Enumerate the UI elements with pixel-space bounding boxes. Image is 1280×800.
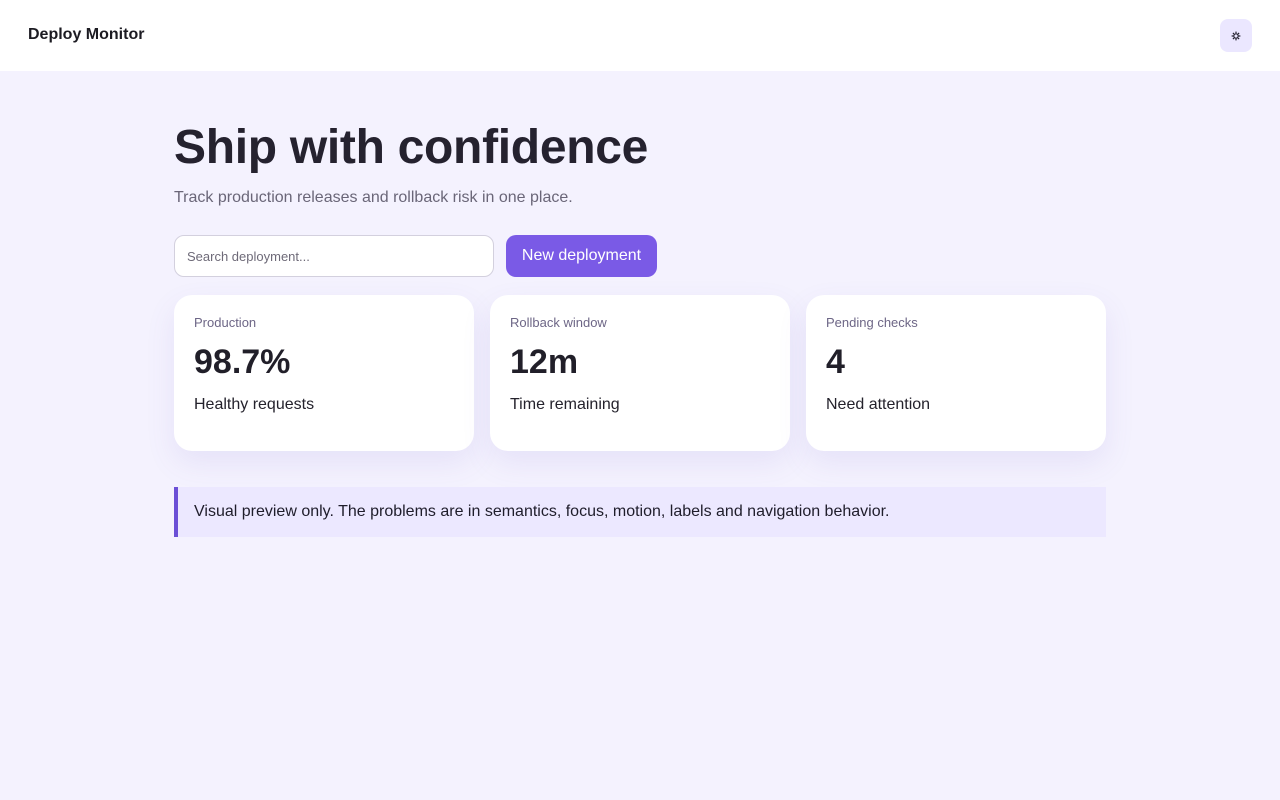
stat-description: Healthy requests xyxy=(194,396,315,413)
stat-card-production: Production 98.7% Healthy requests xyxy=(174,295,474,451)
info-notice: Visual preview only. The problems are in… xyxy=(174,487,1106,537)
stat-value: 98.7% xyxy=(194,343,291,381)
page-subtitle: Track production releases and rollback r… xyxy=(174,189,573,206)
stat-value: 12m xyxy=(510,343,579,381)
stat-description: Need attention xyxy=(826,396,931,413)
top-bar: Deploy Monitor xyxy=(0,0,1280,71)
page-title: Ship with confidence xyxy=(174,121,649,174)
stat-value: 4 xyxy=(826,343,845,381)
stat-description: Time remaining xyxy=(510,396,620,413)
settings-button[interactable] xyxy=(1220,19,1252,52)
stat-card-pending-checks: Pending checks 4 Need attention xyxy=(806,295,1106,451)
stat-label: Pending checks xyxy=(826,315,918,330)
gear-icon xyxy=(1231,31,1241,41)
app-title: Deploy Monitor xyxy=(28,26,145,43)
search-input[interactable] xyxy=(174,235,494,277)
stat-label: Rollback window xyxy=(510,315,607,330)
stat-label: Production xyxy=(194,315,257,330)
stat-card-rollback-window: Rollback window 12m Time remaining xyxy=(490,295,790,451)
new-deployment-button[interactable]: New deployment xyxy=(506,235,657,277)
